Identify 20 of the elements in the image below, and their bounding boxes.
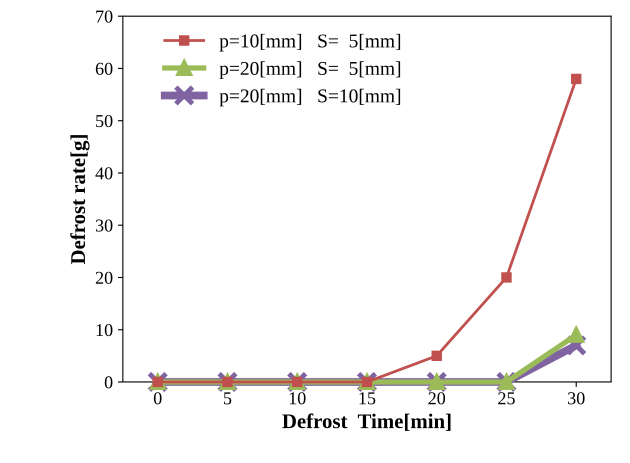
y-tick-label: 30 — [96, 219, 112, 232]
legend-label: p=20[mm] S=10[mm] — [220, 88, 400, 106]
x-tick-label: 5 — [224, 392, 232, 404]
legend-label: p=10[mm] S= 5[mm] — [220, 34, 400, 52]
y-axis-title: Defrost rate[g] — [70, 135, 90, 264]
x-tick-label: 15 — [360, 392, 376, 404]
x-axis-title: Defrost Time[min] — [282, 413, 451, 431]
y-tick-label: 60 — [96, 62, 112, 75]
y-tick-label: 50 — [96, 114, 112, 128]
y-tick-label: 70 — [96, 10, 112, 23]
legend-label: p=20[mm] S= 5[mm] — [220, 61, 400, 79]
x-tick-label: 0 — [154, 392, 162, 404]
y-tick-label: 0 — [104, 376, 112, 388]
x-tick-label: 25 — [498, 392, 515, 404]
x-tick-label: 10 — [290, 392, 306, 404]
x-tick-label: 30 — [568, 392, 585, 404]
y-tick-label: 20 — [96, 272, 112, 284]
y-tick-label: 10 — [96, 324, 112, 336]
y-tick-label: 40 — [95, 167, 112, 180]
x-tick-label: 20 — [428, 392, 446, 404]
